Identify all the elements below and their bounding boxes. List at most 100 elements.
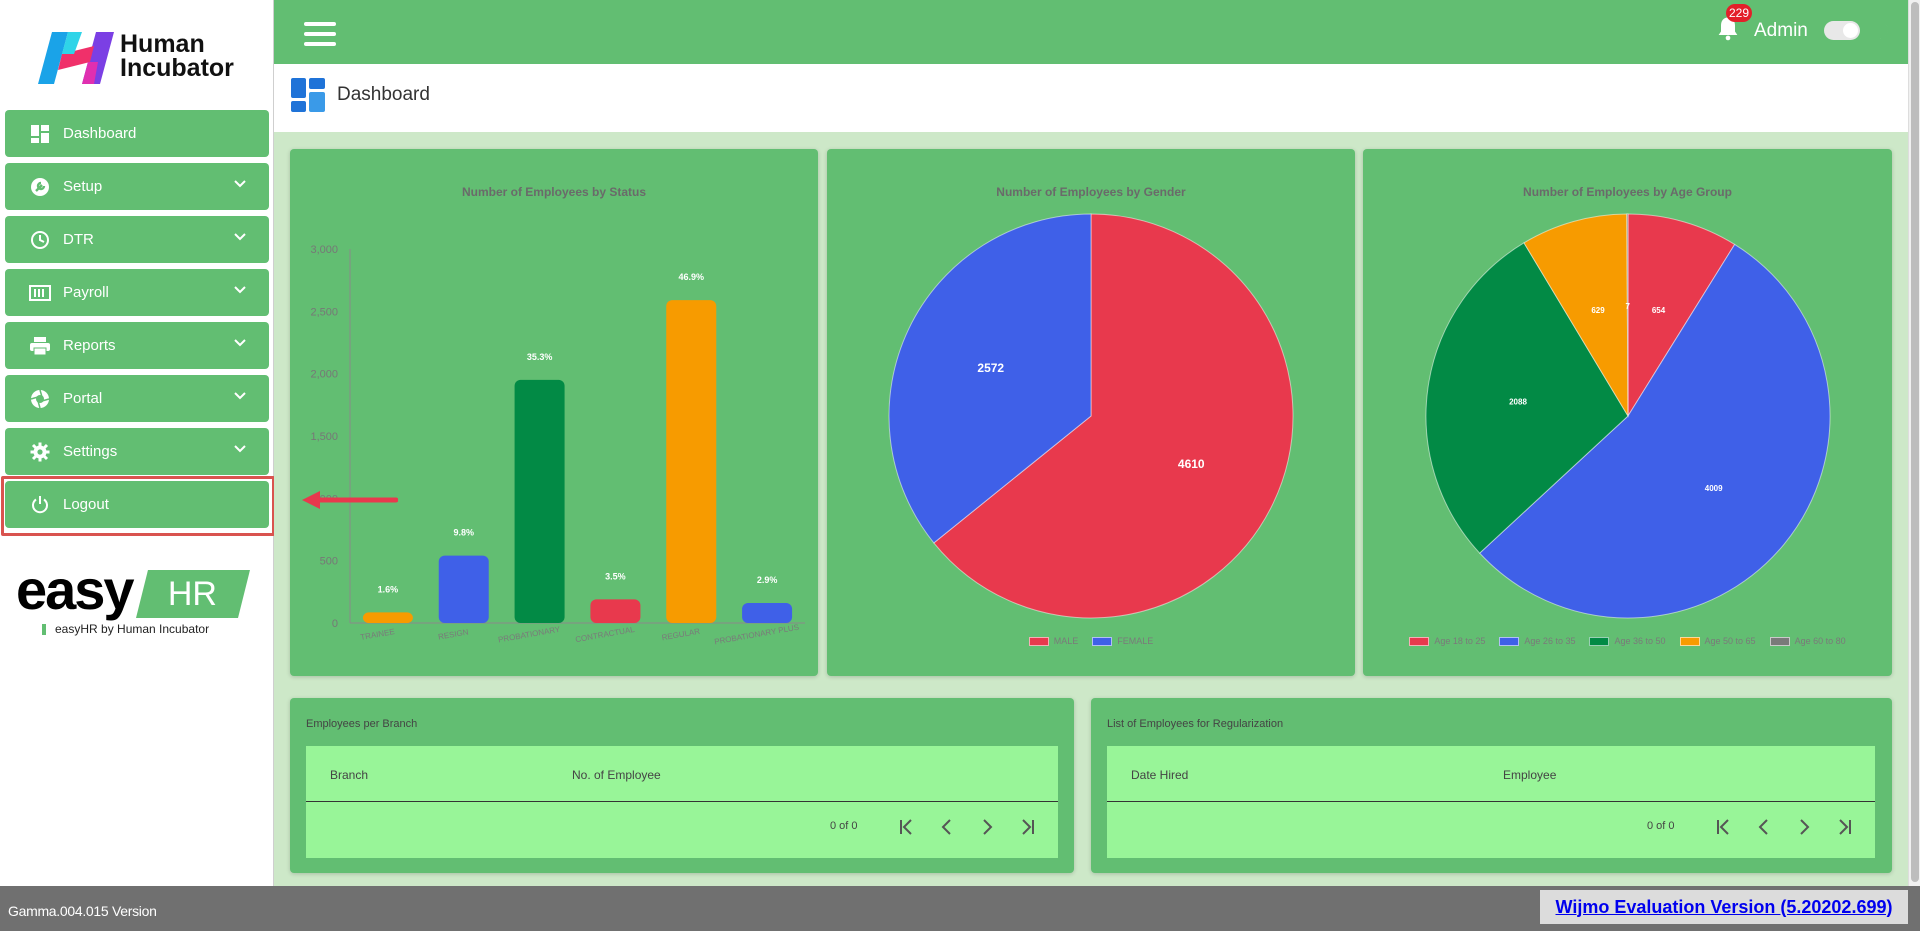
chart-legend: Age 18 to 25 Age 26 to 35 Age 36 to 50 Age … bbox=[1363, 636, 1892, 646]
top-bar: 229 Admin bbox=[274, 0, 1908, 64]
page-title: Dashboard bbox=[337, 84, 430, 105]
legend-swatch bbox=[1679, 636, 1700, 646]
chart-title: Number of Employees by Age Group bbox=[1523, 185, 1732, 199]
legend-item[interactable]: Age 36 to 50 bbox=[1589, 636, 1666, 646]
pie-data-label: 2088 bbox=[1509, 397, 1527, 406]
table-title: Employees per Branch bbox=[306, 718, 418, 730]
pie-slice bbox=[1626, 213, 1629, 417]
hamburger-menu-icon[interactable] bbox=[304, 22, 336, 46]
sidebar-item-settings[interactable]: Settings bbox=[5, 428, 269, 475]
regularization-table-card: List of Employees for Regularization Dat… bbox=[1091, 698, 1892, 873]
y-tick-label: 0 bbox=[332, 618, 338, 630]
bar bbox=[362, 612, 413, 623]
regularization-grid: Date Hired Employee 0 of 0 bbox=[1107, 746, 1875, 858]
chevron-down-icon bbox=[234, 286, 246, 294]
legend-label: Age 26 to 35 bbox=[1524, 636, 1576, 646]
easyhr-tagline: easyHR by Human Incubator bbox=[55, 622, 210, 636]
legend-label: Age 18 to 25 bbox=[1434, 636, 1486, 646]
sidebar-item-portal[interactable]: Portal bbox=[5, 375, 269, 422]
column-header-employee[interactable]: Employee bbox=[1503, 768, 1557, 782]
column-header-date-hired[interactable]: Date Hired bbox=[1131, 768, 1189, 782]
brand-line2: Incubator bbox=[120, 54, 234, 82]
legend-swatch bbox=[1499, 636, 1520, 646]
user-name[interactable]: Admin bbox=[1754, 20, 1808, 41]
pie-slice bbox=[1478, 243, 1831, 619]
legend-label: MALE bbox=[1053, 636, 1079, 646]
chevron-down-icon bbox=[234, 392, 246, 400]
legend-swatch bbox=[1028, 636, 1049, 646]
pager-status: 0 of 0 bbox=[1647, 820, 1675, 832]
age-chart-card: Number of Employees by Age Group 654 4009… bbox=[1363, 149, 1892, 676]
next-page-icon[interactable] bbox=[976, 816, 998, 838]
last-page-icon[interactable] bbox=[1016, 816, 1038, 838]
arrow-annotation-icon bbox=[302, 491, 398, 509]
status-chart-card: Number of Employees by Status 05001,0001… bbox=[290, 149, 818, 676]
bar-data-label: 9.8% bbox=[453, 528, 474, 538]
next-page-icon[interactable] bbox=[1793, 816, 1815, 838]
first-page-icon[interactable] bbox=[896, 816, 918, 838]
chevron-down-icon bbox=[234, 445, 246, 453]
gear-icon bbox=[29, 441, 51, 463]
payroll-icon bbox=[29, 282, 51, 304]
pie-slice bbox=[1523, 213, 1629, 418]
sidebar-item-reports[interactable]: Reports bbox=[5, 322, 269, 369]
sidebar-item-setup[interactable]: Setup bbox=[5, 163, 269, 210]
legend-item[interactable]: Age 60 to 80 bbox=[1769, 636, 1846, 646]
legend-item[interactable]: Age 50 to 65 bbox=[1679, 636, 1756, 646]
pie-slice bbox=[1627, 213, 1736, 418]
pie-data-label: 629 bbox=[1591, 306, 1605, 315]
first-page-icon[interactable] bbox=[1713, 816, 1735, 838]
scrollbar-thumb[interactable] bbox=[1911, 2, 1919, 882]
moon-icon bbox=[1879, 21, 1889, 39]
legend-item[interactable]: MALE bbox=[1028, 636, 1079, 646]
legend-item[interactable]: Age 18 to 25 bbox=[1409, 636, 1485, 646]
chart-legend: MALE FEMALE bbox=[827, 636, 1355, 646]
x-tick-label: RESIGN bbox=[437, 627, 469, 641]
pie-data-label: 4009 bbox=[1705, 484, 1723, 493]
bar-data-label: 46.9% bbox=[678, 272, 704, 282]
legend-swatch bbox=[1409, 636, 1430, 646]
brand-name: Human Incubator bbox=[120, 32, 234, 82]
x-tick-label: PROBATIONARY bbox=[497, 625, 561, 645]
sidebar-item-dtr[interactable]: DTR bbox=[5, 216, 269, 263]
wrench-icon bbox=[29, 176, 51, 198]
x-tick-label: REGULAR bbox=[661, 627, 701, 643]
previous-page-icon[interactable] bbox=[1753, 816, 1775, 838]
human-incubator-logo[interactable]: Human Incubator bbox=[38, 28, 248, 88]
branch-table-card: Employees per Branch Branch No. of Emplo… bbox=[290, 698, 1074, 873]
dashboard-icon bbox=[29, 123, 51, 145]
legend-label: Age 60 to 80 bbox=[1794, 636, 1846, 646]
sidebar: Human Incubator Dashboard Setup DTR Payr… bbox=[0, 0, 275, 886]
wijmo-evaluation-link[interactable]: Wijmo Evaluation Version (5.20202.699) bbox=[1555, 896, 1893, 917]
x-tick-label: TRAINEE bbox=[360, 627, 396, 642]
legend-label: Age 50 to 65 bbox=[1704, 636, 1756, 646]
sidebar-item-payroll[interactable]: Payroll bbox=[5, 269, 269, 316]
sidebar-item-label: Portal bbox=[63, 390, 103, 407]
vertical-scrollbar[interactable] bbox=[1908, 0, 1920, 886]
tagline-bar bbox=[42, 624, 46, 635]
pie-slice bbox=[1425, 242, 1629, 554]
column-header-branch[interactable]: Branch bbox=[330, 768, 369, 782]
sidebar-item-label: Dashboard bbox=[63, 125, 137, 142]
easyhr-logo: easy HR easyHR by Human Incubator bbox=[14, 562, 250, 637]
previous-page-icon[interactable] bbox=[936, 816, 958, 838]
legend-item[interactable]: Age 26 to 35 bbox=[1499, 636, 1575, 646]
legend-item[interactable]: FEMALE bbox=[1092, 636, 1153, 646]
aperture-icon bbox=[29, 388, 51, 410]
logout-highlight-box bbox=[1, 476, 275, 536]
chevron-down-icon bbox=[234, 233, 246, 241]
pie-slice bbox=[888, 213, 1092, 544]
column-header-employee-count[interactable]: No. of Employee bbox=[572, 768, 661, 782]
sidebar-item-dashboard[interactable]: Dashboard bbox=[5, 110, 269, 157]
sidebar-item-label: Setup bbox=[63, 178, 103, 195]
theme-toggle[interactable] bbox=[1824, 21, 1860, 40]
x-tick-label: CONTRACTUAL bbox=[575, 625, 636, 644]
y-tick-label: 2,000 bbox=[310, 369, 338, 381]
table-header: Date Hired Employee bbox=[1107, 746, 1875, 802]
pie-data-label: 654 bbox=[1652, 306, 1666, 315]
chart-title: Number of Employees by Status bbox=[461, 185, 647, 199]
sidebar-item-logout[interactable]: Logout bbox=[5, 481, 269, 528]
pie-data-label: 7 bbox=[1625, 302, 1630, 311]
gender-chart-card: Number of Employees by Gender 4610 2572 M… bbox=[827, 149, 1355, 676]
last-page-icon[interactable] bbox=[1833, 816, 1855, 838]
